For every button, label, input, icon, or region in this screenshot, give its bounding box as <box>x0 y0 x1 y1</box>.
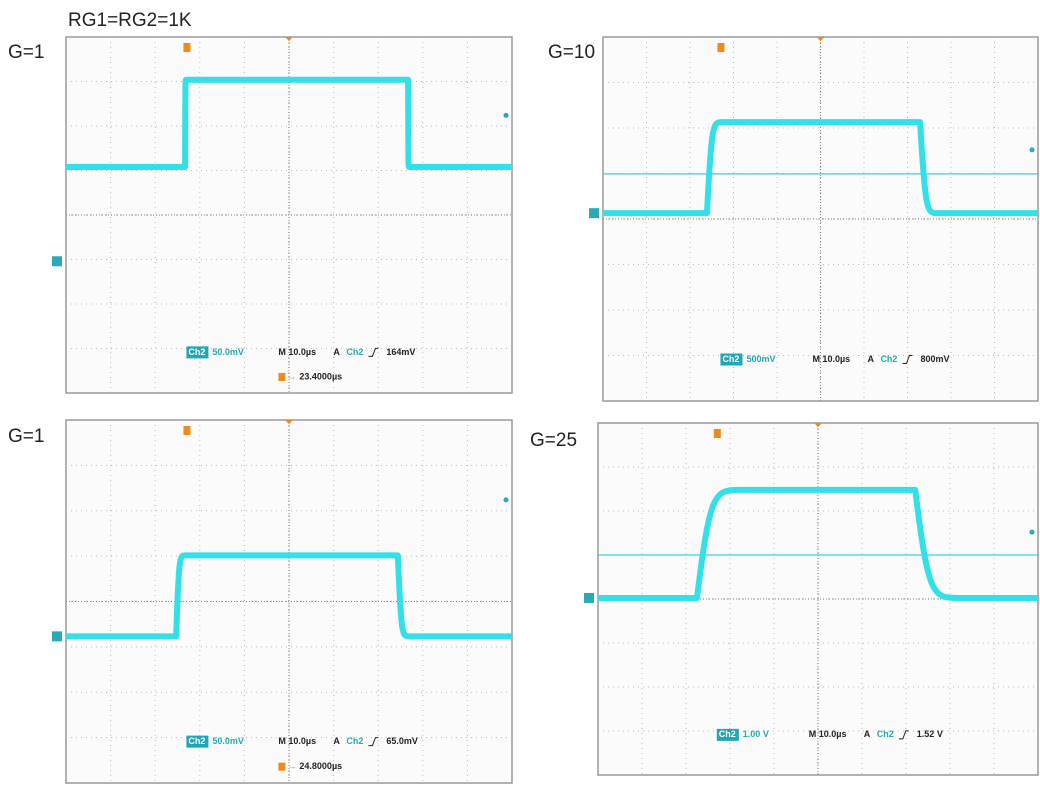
readout-trigger-level: 164mV <box>386 347 415 357</box>
cursor-arrow: → <box>287 371 296 381</box>
scope-panel: G=1 Ch2 50.0mV M 10.0µs A Ch2 65.0mV →24.8000µs <box>8 420 512 783</box>
readout-scale: 1.00 V <box>743 729 769 739</box>
readout-channel: Ch2 <box>188 347 205 357</box>
channel-marker <box>52 256 62 266</box>
readout-timebase: M 10.0µs <box>812 354 850 364</box>
readout-cursor: 23.4000µs <box>299 371 342 381</box>
readout-scale: 50.0mV <box>212 347 244 357</box>
channel-marker <box>584 593 594 603</box>
readout-channel: Ch2 <box>188 736 205 746</box>
channel-marker <box>589 208 599 218</box>
readout-timebase: M 10.0µs <box>278 736 316 746</box>
readout-channel: Ch2 <box>719 729 736 739</box>
readout-trigger-level: 65.0mV <box>386 736 418 746</box>
panel-label: G=1 <box>8 426 44 447</box>
channel-marker <box>52 631 62 641</box>
readout-trigger-source: Ch2 <box>877 729 894 739</box>
readout-channel: Ch2 <box>722 354 739 364</box>
readout-timebase: M 10.0µs <box>809 729 847 739</box>
figure: RG1=RG2=1K G=1 Ch2 50.0mV M 10.0µs A Ch2 164mV… <box>0 0 1040 798</box>
scope-panel: G=10 Ch2 500mV M 10.0µs A Ch2 800mV <box>548 37 1038 401</box>
figure-title: RG1=RG2=1K <box>68 10 192 31</box>
readout-trigger-level: 1.52 V <box>917 729 943 739</box>
cursor-marker <box>278 763 285 771</box>
readout-trigger-source: Ch2 <box>880 354 897 364</box>
readout-trigger-source: Ch2 <box>346 736 363 746</box>
readout-trigger-source: Ch2 <box>346 347 363 357</box>
readout-scale: 50.0mV <box>212 736 244 746</box>
cursor-marker <box>278 373 285 381</box>
level-marker <box>504 113 509 118</box>
panel-label: G=10 <box>548 42 595 63</box>
readout-timebase: M 10.0µs <box>278 347 316 357</box>
scope-panel: G=25 Ch2 1.00 V M 10.0µs A Ch2 1.52 V <box>530 423 1038 775</box>
readout-trigger-mode: A <box>333 736 340 746</box>
readout-trigger-mode: A <box>867 354 874 364</box>
readout-trigger-mode: A <box>864 729 871 739</box>
trigger-marker <box>714 429 721 438</box>
trigger-marker <box>183 426 190 435</box>
readout-trigger-level: 800mV <box>920 354 949 364</box>
panel-label: G=25 <box>530 430 577 451</box>
level-marker <box>1030 530 1035 535</box>
readout-trigger-mode: A <box>333 347 340 357</box>
trigger-marker <box>183 43 190 52</box>
readout-cursor: 24.8000µs <box>299 761 342 771</box>
cursor-arrow: → <box>287 761 296 771</box>
readout-scale: 500mV <box>746 354 775 364</box>
panel-label: G=1 <box>8 42 44 63</box>
scope-panel: G=1 Ch2 50.0mV M 10.0µs A Ch2 164mV →23.4000µs <box>8 37 512 393</box>
level-marker <box>1030 147 1035 152</box>
trigger-marker <box>717 43 724 52</box>
level-marker <box>504 497 509 502</box>
